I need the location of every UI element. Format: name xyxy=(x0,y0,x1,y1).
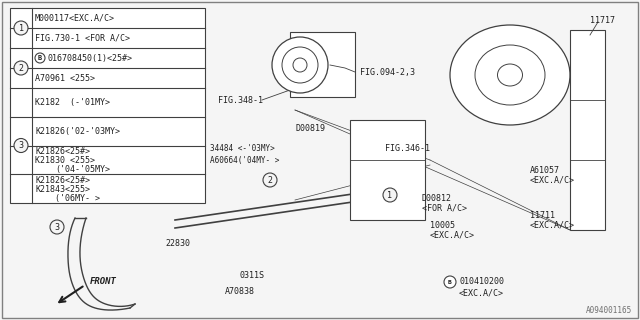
Text: A60664('04MY- >: A60664('04MY- > xyxy=(210,156,280,164)
Text: <EXC.A/C>: <EXC.A/C> xyxy=(459,289,504,298)
Text: 1: 1 xyxy=(19,23,24,33)
Text: D00812: D00812 xyxy=(422,194,452,203)
Text: 016708450(1)<25#>: 016708450(1)<25#> xyxy=(47,53,132,62)
Circle shape xyxy=(444,276,456,288)
Text: FIG.346-1: FIG.346-1 xyxy=(385,143,430,153)
Text: A70838: A70838 xyxy=(225,287,255,297)
Text: 11717: 11717 xyxy=(590,15,615,25)
Circle shape xyxy=(35,53,45,63)
Circle shape xyxy=(263,173,277,187)
Text: 11711: 11711 xyxy=(530,211,555,220)
Text: 10005: 10005 xyxy=(430,220,455,229)
Circle shape xyxy=(14,61,28,75)
FancyBboxPatch shape xyxy=(350,120,425,220)
FancyBboxPatch shape xyxy=(290,32,355,97)
Text: ('06MY- >: ('06MY- > xyxy=(55,194,100,203)
Circle shape xyxy=(50,220,64,234)
Text: K21830 <255>: K21830 <255> xyxy=(35,156,95,165)
Text: 3: 3 xyxy=(19,141,24,150)
Circle shape xyxy=(272,37,328,93)
Text: K21826('02-'03MY>: K21826('02-'03MY> xyxy=(35,127,120,136)
Text: 1: 1 xyxy=(387,190,392,199)
Text: B: B xyxy=(38,55,42,61)
Ellipse shape xyxy=(475,45,545,105)
Circle shape xyxy=(14,139,28,153)
Ellipse shape xyxy=(450,25,570,125)
Circle shape xyxy=(293,58,307,72)
FancyBboxPatch shape xyxy=(570,30,605,230)
Text: M000117<EXC.A/C>: M000117<EXC.A/C> xyxy=(35,13,115,22)
Text: A094001165: A094001165 xyxy=(586,306,632,315)
Text: FRONT: FRONT xyxy=(90,277,117,286)
Circle shape xyxy=(282,47,318,83)
Text: K21826<25#>: K21826<25#> xyxy=(35,147,90,156)
Text: 22830: 22830 xyxy=(165,238,190,247)
Text: FIG.094-2,3: FIG.094-2,3 xyxy=(360,68,415,76)
Text: B: B xyxy=(448,279,452,284)
Text: 010410200: 010410200 xyxy=(459,277,504,286)
Text: 2: 2 xyxy=(268,175,273,185)
Text: A70961 <255>: A70961 <255> xyxy=(35,74,95,83)
Text: ('04-'05MY>: ('04-'05MY> xyxy=(55,165,110,174)
Text: K21826<25#>: K21826<25#> xyxy=(35,176,90,185)
Text: K21843<255>: K21843<255> xyxy=(35,185,90,194)
Text: <FOR A/C>: <FOR A/C> xyxy=(422,204,467,212)
Text: <EXC.A/C>: <EXC.A/C> xyxy=(530,175,575,185)
Text: 3: 3 xyxy=(54,222,60,231)
Text: 34484 <-'03MY>: 34484 <-'03MY> xyxy=(210,143,275,153)
Text: FIG.730-1 <FOR A/C>: FIG.730-1 <FOR A/C> xyxy=(35,34,130,43)
Text: 2: 2 xyxy=(19,63,24,73)
Circle shape xyxy=(383,188,397,202)
Circle shape xyxy=(14,21,28,35)
Bar xyxy=(10,8,205,203)
Text: <EXC.A/C>: <EXC.A/C> xyxy=(430,230,475,239)
Text: K2182  (-'01MY>: K2182 (-'01MY> xyxy=(35,98,110,107)
Ellipse shape xyxy=(497,64,522,86)
Text: A61057: A61057 xyxy=(530,165,560,174)
Text: 0311S: 0311S xyxy=(240,270,265,279)
Text: D00819: D00819 xyxy=(295,124,325,132)
Text: <EXC.A/C>: <EXC.A/C> xyxy=(530,220,575,229)
Text: FIG.348-1: FIG.348-1 xyxy=(218,95,263,105)
